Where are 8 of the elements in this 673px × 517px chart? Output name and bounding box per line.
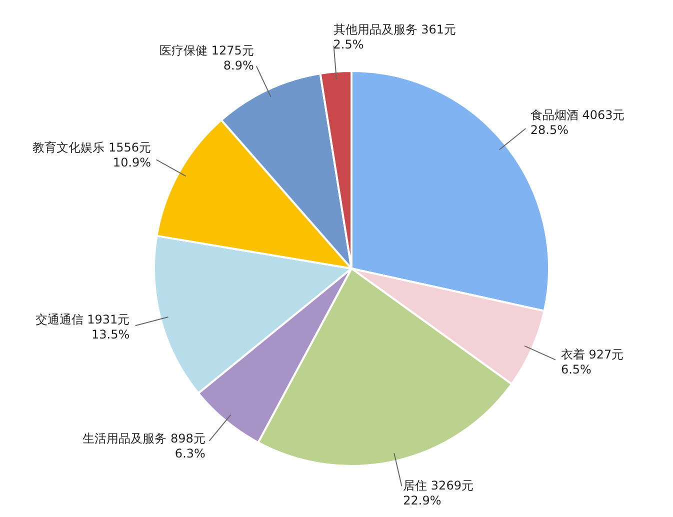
slice-label: 交通通信 1931元 13.5% <box>35 312 130 342</box>
slice-label: 医疗保健 1275元 8.9% <box>160 44 254 73</box>
slice-label: 教育文化娱乐 1556元 10.9% <box>32 140 152 170</box>
slice-label: 居住 3269元 22.9% <box>403 478 474 508</box>
slice-label: 衣着 927元 6.5% <box>560 348 624 377</box>
slice-label: 生活用品及服务 898元 6.3% <box>82 432 206 461</box>
slice-label: 食品烟酒 4063元 28.5% <box>530 108 625 138</box>
slice-label: 其他用品及服务 361元 2.5% <box>333 22 456 52</box>
